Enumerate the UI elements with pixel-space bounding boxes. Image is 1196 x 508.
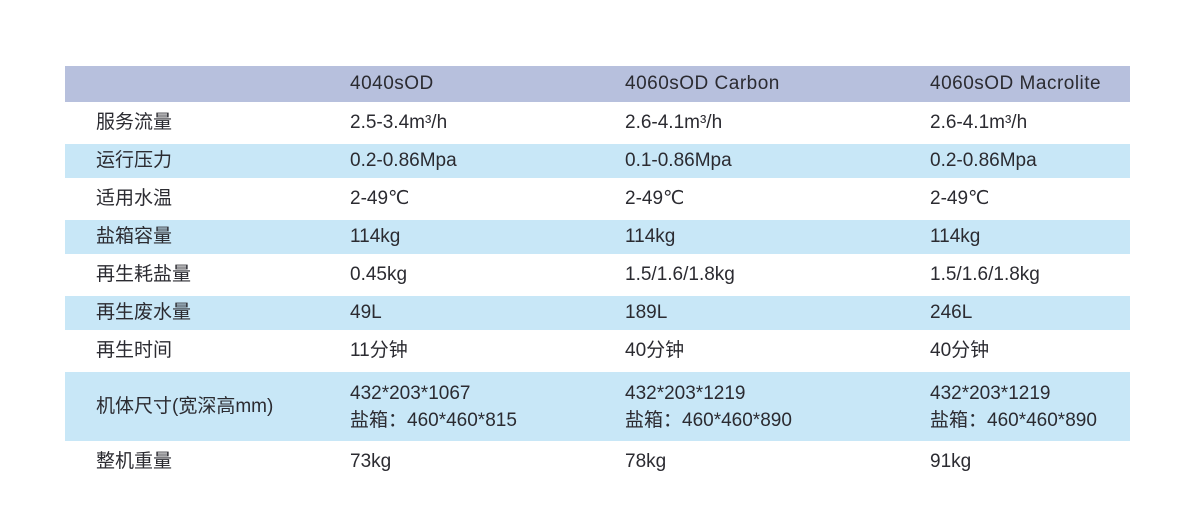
- column-header-4060sod-carbon: 4060sOD Carbon: [625, 73, 780, 95]
- value-cell: 2-49℃: [625, 188, 685, 210]
- row-label: 适用水温: [96, 188, 173, 210]
- row-label: 再生时间: [96, 340, 173, 362]
- column-header-4060sod-macrolite: 4060sOD Macrolite: [930, 73, 1102, 95]
- value-cell: 2-49℃: [930, 188, 990, 210]
- value-cell: 40分钟: [930, 340, 990, 362]
- value-cell: 1.5/1.6/1.8kg: [930, 264, 1040, 286]
- row-label: 再生耗盐量: [96, 264, 192, 286]
- value-cell: 0.45kg: [350, 264, 408, 286]
- row-label: 服务流量: [96, 112, 173, 134]
- table-row-body-dimensions: 机体尺寸(宽深高mm) 432*203*1067 盐箱：460*460*815 …: [65, 372, 1130, 441]
- row-label: 机体尺寸(宽深高mm): [96, 396, 274, 417]
- value-cell: 432*203*1219 盐箱：460*460*890: [930, 382, 1097, 431]
- value-cell: 432*203*1067 盐箱：460*460*815: [350, 382, 517, 431]
- table-row-wastewater-volume: 再生废水量 49L 189L 246L: [65, 296, 1130, 330]
- value-cell: 2.6-4.1m³/h: [625, 112, 723, 134]
- value-cell: 1.5/1.6/1.8kg: [625, 264, 735, 286]
- value-cell: 11分钟: [350, 340, 408, 362]
- value-cell: 78kg: [625, 451, 667, 473]
- table-row-salt-consumption: 再生耗盐量 0.45kg 1.5/1.6/1.8kg 1.5/1.6/1.8kg: [65, 258, 1130, 292]
- table-row-operating-pressure: 运行压力 0.2-0.86Mpa 0.1-0.86Mpa 0.2-0.86Mpa: [65, 144, 1130, 178]
- value-cell: 73kg: [350, 451, 392, 473]
- value-cell: 40分钟: [625, 340, 685, 362]
- value-cell: 2-49℃: [350, 188, 410, 210]
- value-cell: 49L: [350, 302, 382, 324]
- value-cell: 0.2-0.86Mpa: [930, 150, 1037, 172]
- spec-comparison-table: 4040sOD 4060sOD Carbon 4060sOD Macrolite…: [65, 66, 1130, 483]
- value-cell: 432*203*1219 盐箱：460*460*890: [625, 382, 792, 431]
- value-cell: 0.1-0.86Mpa: [625, 150, 732, 172]
- row-label: 整机重量: [96, 451, 173, 473]
- table-row-regeneration-time: 再生时间 11分钟 40分钟 40分钟: [65, 334, 1130, 368]
- value-cell: 2.5-3.4m³/h: [350, 112, 448, 134]
- value-cell: 114kg: [625, 226, 676, 248]
- column-header-4040sod: 4040sOD: [350, 73, 434, 95]
- table-row-salt-tank-capacity: 盐箱容量 114kg 114kg 114kg: [65, 220, 1130, 254]
- value-cell: 91kg: [930, 451, 972, 473]
- row-label: 再生废水量: [96, 302, 192, 324]
- row-label: 盐箱容量: [96, 226, 173, 248]
- table-row-service-flow: 服务流量 2.5-3.4m³/h 2.6-4.1m³/h 2.6-4.1m³/h: [65, 106, 1130, 140]
- value-cell: 114kg: [350, 226, 401, 248]
- value-cell: 114kg: [930, 226, 981, 248]
- value-cell: 2.6-4.1m³/h: [930, 112, 1028, 134]
- row-label: 运行压力: [96, 150, 173, 172]
- table-header-row: 4040sOD 4060sOD Carbon 4060sOD Macrolite: [65, 66, 1130, 102]
- table-row-total-weight: 整机重量 73kg 78kg 91kg: [65, 445, 1130, 479]
- value-cell: 189L: [625, 302, 668, 324]
- value-cell: 246L: [930, 302, 973, 324]
- table-row-water-temperature: 适用水温 2-49℃ 2-49℃ 2-49℃: [65, 182, 1130, 216]
- value-cell: 0.2-0.86Mpa: [350, 150, 457, 172]
